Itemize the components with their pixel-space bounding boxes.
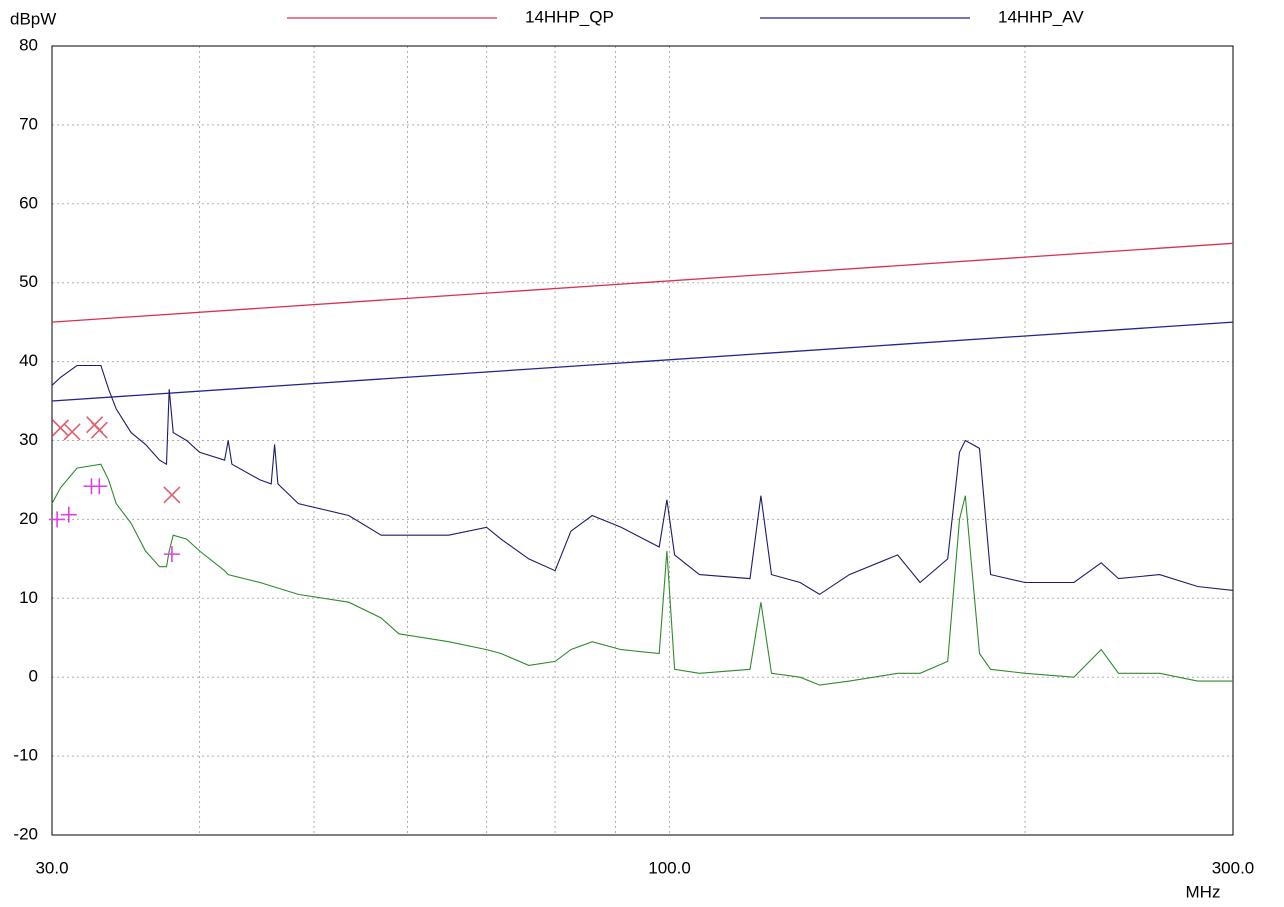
y-tick-label: 40 <box>19 351 38 370</box>
marker <box>163 546 180 563</box>
trace-line <box>51 364 1234 596</box>
marker <box>90 421 108 439</box>
marker <box>60 506 77 523</box>
x-tick-label: 300.0 <box>1212 858 1255 877</box>
y-tick-label: 80 <box>19 35 38 54</box>
x-axis-label: MHz <box>1186 882 1221 901</box>
x-tick-label: 100.0 <box>648 858 691 877</box>
y-tick-label: 70 <box>19 114 38 133</box>
y-tick-label: 10 <box>19 588 38 607</box>
y-tick-label: -10 <box>13 746 38 765</box>
marker <box>49 511 66 528</box>
limit-line <box>51 321 1234 402</box>
legend-label: 14HHP_AV <box>998 7 1084 26</box>
y-tick-label: 30 <box>19 430 38 449</box>
y-tick-label: 20 <box>19 509 38 528</box>
y-tick-label: 50 <box>19 272 38 291</box>
y-tick-label: 60 <box>19 193 38 212</box>
trace-line <box>51 463 1233 686</box>
y-axis-label: dBpW <box>10 9 56 28</box>
marker <box>63 423 81 441</box>
legend-label: 14HHP_QP <box>525 7 614 26</box>
plot-frame <box>51 45 1234 836</box>
limit-line <box>51 242 1234 323</box>
y-tick-label: 0 <box>29 667 38 686</box>
y-tick-label: -20 <box>13 824 38 843</box>
marker <box>51 419 70 437</box>
marker <box>91 478 108 495</box>
x-tick-label: 30.0 <box>35 858 68 877</box>
marker <box>163 486 181 504</box>
